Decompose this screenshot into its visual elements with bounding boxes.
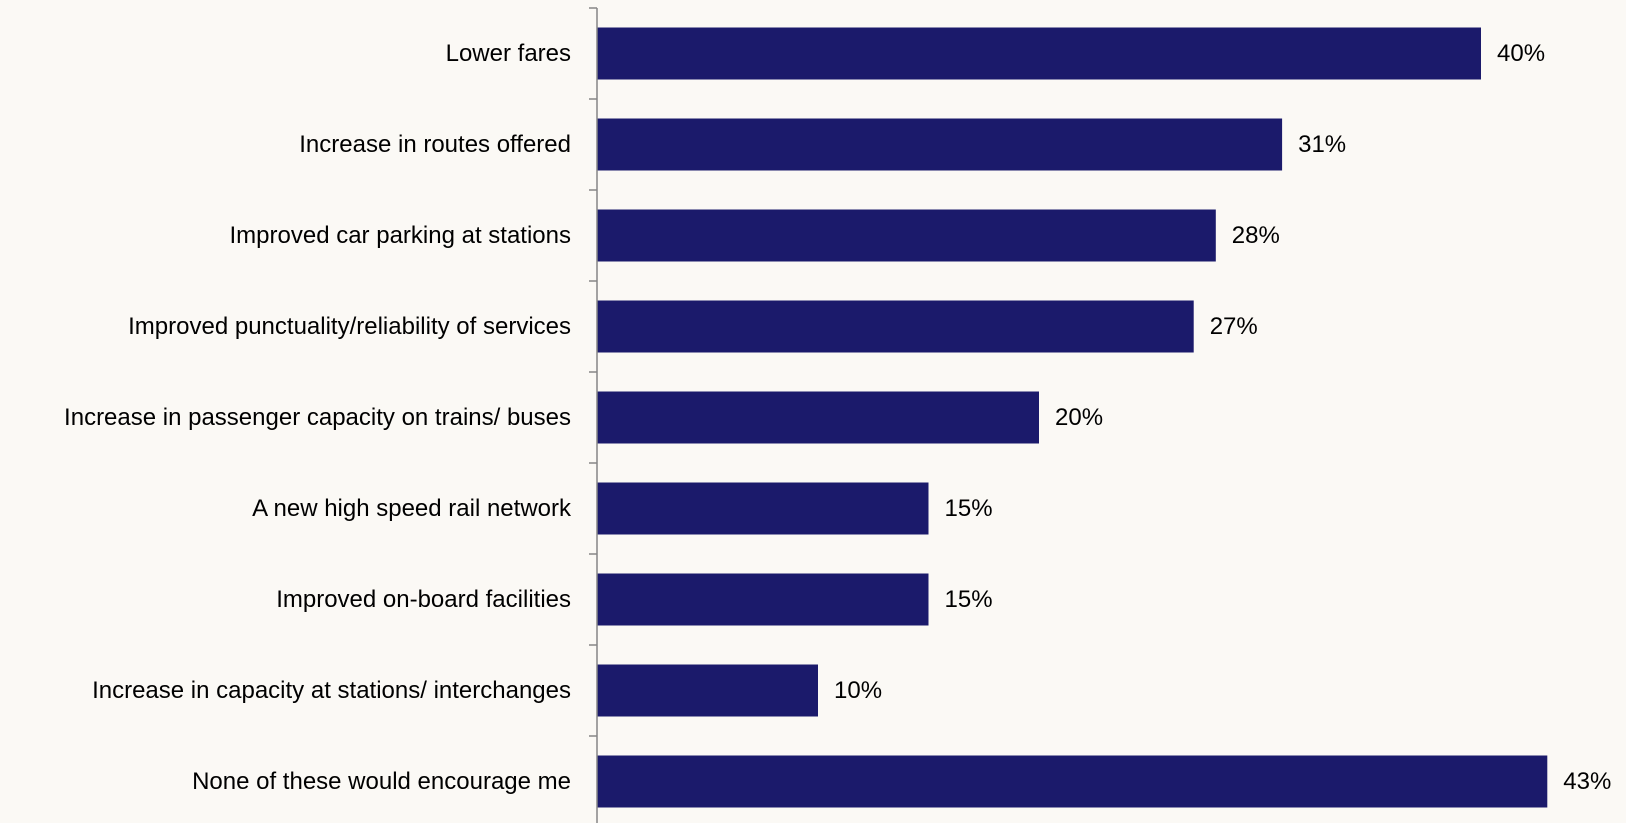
value-label: 40% xyxy=(1497,40,1545,67)
category-label: None of these would encourage me xyxy=(192,768,571,795)
bar xyxy=(597,391,1039,444)
category-label: Improved punctuality/reliability of serv… xyxy=(128,313,571,340)
bar xyxy=(597,118,1283,171)
category-label: A new high speed rail network xyxy=(252,495,572,522)
bar xyxy=(597,300,1194,353)
value-label: 10% xyxy=(834,677,882,704)
category-label: Lower fares xyxy=(446,40,571,67)
category-labels: Lower fares Increase in routes offered Imp… xyxy=(64,40,572,795)
bar xyxy=(597,664,818,717)
category-label: Increase in capacity at stations/ interc… xyxy=(92,677,571,704)
bar xyxy=(597,482,929,535)
bar xyxy=(597,755,1548,808)
value-label: 15% xyxy=(945,495,993,522)
bar xyxy=(597,209,1216,262)
value-labels: 40% 31% 28% 27% 20% 15% 15% 10% 43% xyxy=(834,40,1611,795)
value-label: 43% xyxy=(1563,768,1611,795)
value-label: 20% xyxy=(1055,404,1103,431)
bars-group xyxy=(597,27,1548,808)
bar xyxy=(597,27,1481,80)
value-label: 31% xyxy=(1298,131,1346,158)
category-label: Improved car parking at stations xyxy=(230,222,572,249)
category-label: Increase in routes offered xyxy=(299,131,571,158)
y-axis xyxy=(589,7,598,823)
value-label: 28% xyxy=(1232,222,1280,249)
value-label: 15% xyxy=(945,586,993,613)
category-label: Improved on-board facilities xyxy=(276,586,571,613)
value-label: 27% xyxy=(1210,313,1258,340)
category-label: Increase in passenger capacity on trains… xyxy=(64,404,571,431)
bar xyxy=(597,573,929,626)
